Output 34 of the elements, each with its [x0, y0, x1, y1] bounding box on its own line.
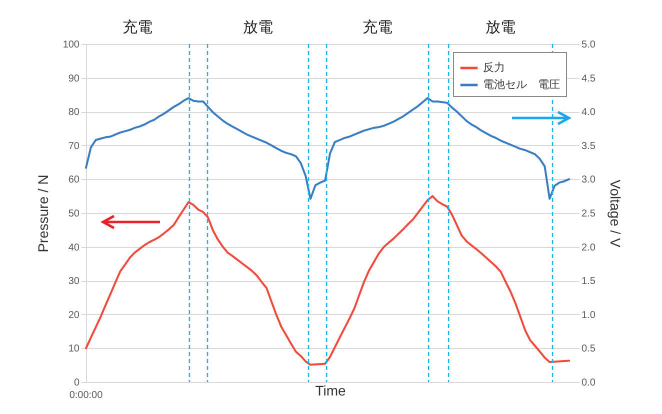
x-axis-title: Time: [315, 382, 346, 398]
y-tick-label: 70: [68, 140, 80, 152]
y-tick-label: 10: [68, 344, 80, 355]
y2-tick-label: 3.0: [582, 174, 596, 186]
text: 0:00:00: [69, 390, 104, 401]
text: 放電: [486, 19, 516, 36]
text: 充電: [362, 19, 393, 36]
legend-label: 電池セル 電圧: [483, 78, 560, 91]
y-tick-label: 30: [68, 276, 80, 288]
line-series: [85, 97, 570, 200]
legend-label: 反力: [483, 61, 505, 74]
y2-axis-title: Voltage / V: [607, 180, 624, 248]
y2-tick-label: 1.5: [582, 276, 596, 288]
y2-tick-label: 2.0: [582, 242, 596, 254]
y2-tick-label: 4.0: [582, 107, 596, 118]
y2-tick-label: 4.5: [582, 73, 596, 84]
line-series: [85, 195, 570, 366]
y-tick-label: 0: [74, 378, 80, 388]
y-axis-title: Pressure / N: [34, 174, 51, 252]
y-tick-label: 80: [68, 107, 80, 118]
y-tick-label: 40: [68, 242, 80, 254]
text: 充電: [122, 19, 153, 36]
y2-tick-label: 3.5: [582, 140, 596, 152]
y-tick-label: 50: [68, 208, 80, 220]
y2-tick-label: 0.5: [582, 344, 596, 355]
y-tick-label: 90: [68, 73, 80, 84]
y2-tick-label: 5.0: [582, 40, 596, 50]
y-tick-label: 100: [62, 40, 80, 50]
y-tick-label: 20: [68, 310, 80, 321]
y2-tick-label: 1.0: [582, 310, 596, 321]
y2-tick-label: 0.0: [582, 378, 596, 388]
text: 放電: [243, 19, 274, 36]
y-tick-label: 60: [68, 174, 80, 186]
y2-tick-label: 2.5: [582, 208, 596, 220]
